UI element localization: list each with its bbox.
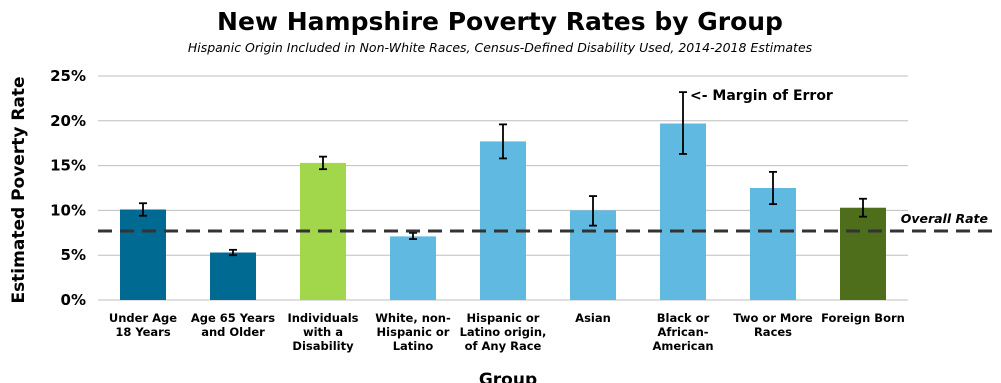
chart-title: New Hampshire Poverty Rates by Group: [217, 7, 783, 36]
error-bar: [409, 231, 417, 240]
y-tick-label: 5%: [61, 246, 86, 264]
margin-of-error-annotation: <- Margin of Error: [690, 88, 833, 104]
y-tick-label: 10%: [50, 201, 86, 219]
x-tick-label: Asian: [575, 311, 611, 325]
bar: [210, 252, 256, 300]
x-tick-label: Individuals with a Disability: [287, 311, 358, 353]
bar: [840, 207, 886, 300]
y-tick-label: 15%: [50, 157, 86, 175]
y-tick-label: 25%: [50, 67, 86, 85]
error-bar: [589, 195, 597, 227]
error-bar: [499, 123, 507, 160]
x-axis-label: Group: [479, 370, 537, 383]
overall-rate-label: Overall Rate: [901, 211, 988, 226]
bar: [480, 141, 526, 300]
x-tick-label: Hispanic or Latino origin, of Any Race: [460, 311, 547, 353]
error-bar: [229, 248, 237, 257]
x-tick-label: White, non-Hispanic or Latino: [375, 311, 451, 353]
bar: [750, 188, 796, 300]
x-tick-labels: Under Age 18 Years Age 65 Years and Older In…: [109, 311, 905, 353]
y-axis-label: Estimated Poverty Rate: [9, 76, 29, 303]
x-tick-label: Black or African-American: [652, 311, 713, 353]
x-tick-label: Age 65 Years and Older: [191, 311, 275, 339]
error-bar: [769, 170, 777, 206]
error-bar: [319, 155, 327, 171]
error-bar: [139, 202, 147, 217]
y-tick-label: 20%: [50, 112, 86, 130]
x-tick-label: Under Age 18 Years: [109, 311, 177, 339]
y-tick-label: 0%: [61, 291, 86, 309]
error-bar: [679, 91, 687, 155]
chart-subtitle: Hispanic Origin Included in Non-White Ra…: [188, 40, 813, 55]
error-bars: [139, 91, 867, 257]
x-tick-label: Two or More Races: [733, 311, 813, 339]
error-bar: [859, 197, 867, 218]
y-tick-labels: 0% 5% 10% 15% 20% 25%: [50, 67, 86, 309]
x-tick-label: Foreign Born: [821, 311, 905, 325]
bar: [120, 209, 166, 300]
bar: [390, 236, 436, 300]
